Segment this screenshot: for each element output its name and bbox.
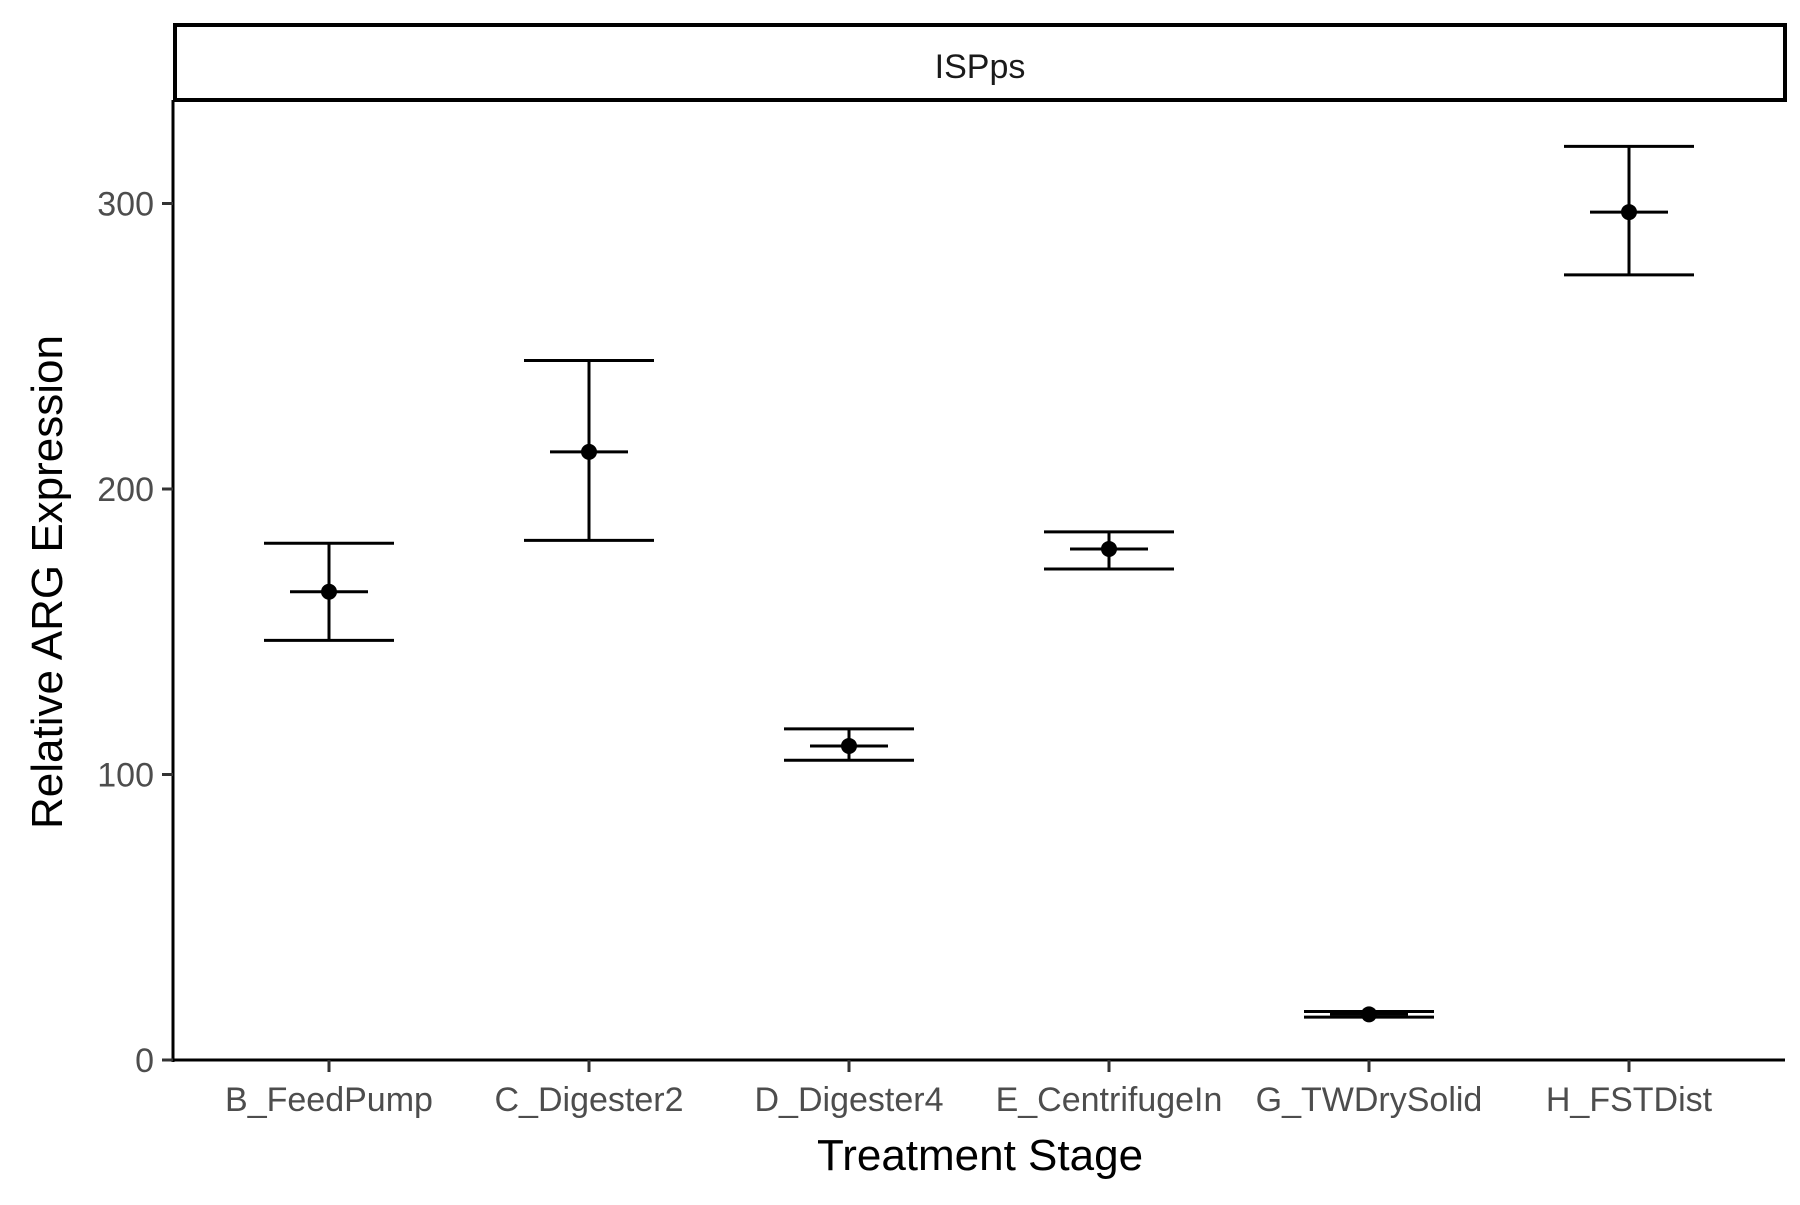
error-bar-group (1044, 530, 1174, 571)
x-tick-label: B_FeedPump (225, 1081, 433, 1119)
x-tick-label: D_Digester4 (755, 1081, 944, 1119)
error-bar-group (784, 727, 914, 762)
mean-point (321, 583, 337, 600)
x-tick-label: G_TWDrySolid (1256, 1081, 1483, 1119)
facet-strip (173, 23, 1787, 102)
facet-strip-label: ISPps (935, 48, 1026, 86)
y-tick-label: 0 (135, 1042, 154, 1080)
y-tick-label: 300 (97, 186, 154, 224)
y-tick-label: 100 (97, 757, 154, 795)
error-bar-group (524, 359, 654, 542)
y-axis-ticks: 0 100 200 300 (97, 186, 173, 1080)
mean-point (1101, 540, 1117, 557)
x-tick-label: E_CentrifugeIn (996, 1081, 1223, 1119)
y-tick-label: 200 (97, 471, 154, 509)
mean-point (581, 443, 597, 460)
error-bar-group (1564, 144, 1694, 277)
mean-point (1621, 204, 1637, 221)
x-axis-title: Treatment Stage (817, 1131, 1143, 1180)
mean-point (841, 737, 857, 754)
y-axis-title: Relative ARG Expression (23, 335, 72, 829)
error-bar-group (1304, 1006, 1434, 1023)
x-axis-ticks: B_FeedPump C_Digester2 D_Digester4 E_Centri… (225, 1060, 1713, 1119)
mean-point (1361, 1006, 1377, 1023)
x-tick-label: C_Digester2 (495, 1081, 684, 1119)
data-marks (264, 144, 1694, 1023)
x-tick-label: H_FSTDist (1546, 1081, 1713, 1119)
error-bar-group (264, 541, 394, 642)
